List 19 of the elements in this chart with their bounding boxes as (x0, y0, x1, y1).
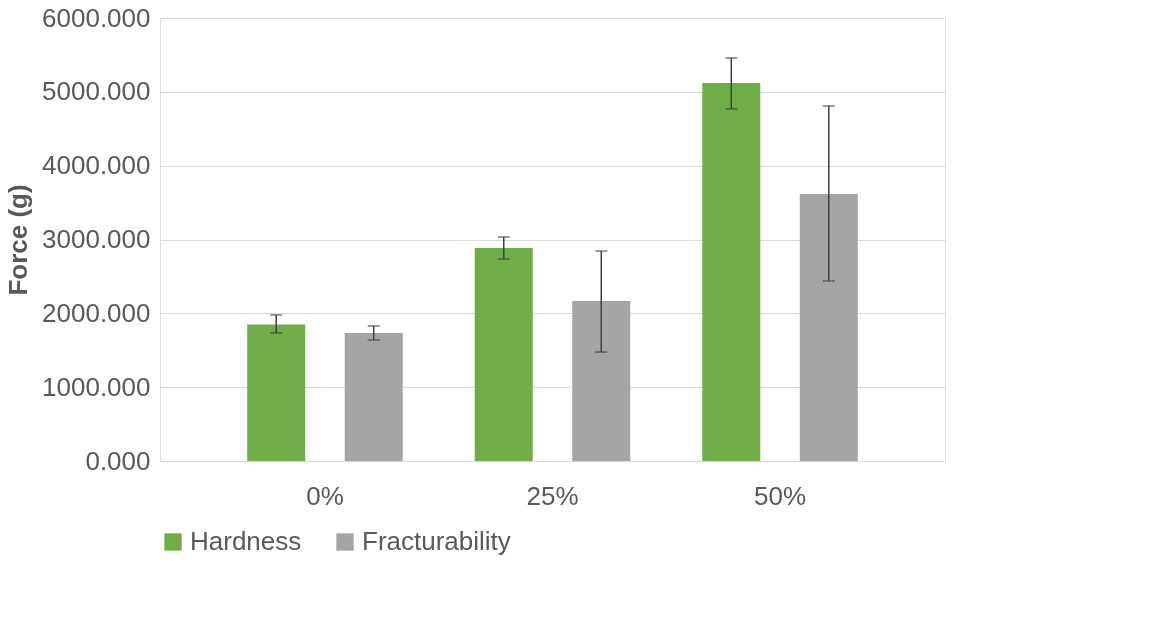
bar (702, 82, 761, 461)
legend-label: Hardness (190, 526, 302, 556)
bar (572, 301, 631, 461)
x-tick-label: 0% (306, 480, 344, 511)
legend-label: Fracturability (362, 526, 511, 556)
y-tick-label: 5000.000 (42, 76, 151, 107)
y-tick-label: 3000.000 (42, 224, 151, 254)
y-tick-label: 6000.000 (42, 2, 151, 33)
y-tick-label: 0.000 (85, 445, 151, 476)
x-tick-label: 25% (526, 480, 579, 511)
x-tick-label: 50% (754, 480, 807, 511)
bar (344, 332, 403, 461)
y-tick-label: 4000.000 (42, 150, 151, 181)
y-tick-label: 1000.000 (42, 371, 151, 402)
y-tick-label: 2000.000 (42, 297, 151, 328)
y-axis-title: Force (g) (3, 184, 34, 296)
bar (799, 194, 858, 461)
bar (474, 247, 533, 461)
bar (247, 324, 306, 461)
